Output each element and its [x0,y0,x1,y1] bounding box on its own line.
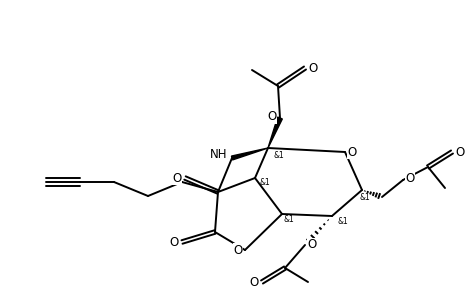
Text: &1: &1 [274,151,285,160]
Text: O: O [249,276,259,288]
Text: &1: &1 [260,178,271,187]
Text: &1: &1 [360,193,371,202]
Text: O: O [172,171,182,184]
Text: O: O [455,146,464,159]
Polygon shape [231,148,268,160]
Text: NH: NH [210,148,227,160]
Text: &1: &1 [337,217,348,226]
Text: O: O [309,61,317,75]
Text: O: O [308,238,317,252]
Polygon shape [268,117,282,148]
Text: O: O [406,171,414,184]
Text: O: O [268,110,276,124]
Text: &1: &1 [284,215,295,224]
Text: O: O [170,236,179,249]
Text: O: O [348,146,357,159]
Text: O: O [233,244,243,257]
